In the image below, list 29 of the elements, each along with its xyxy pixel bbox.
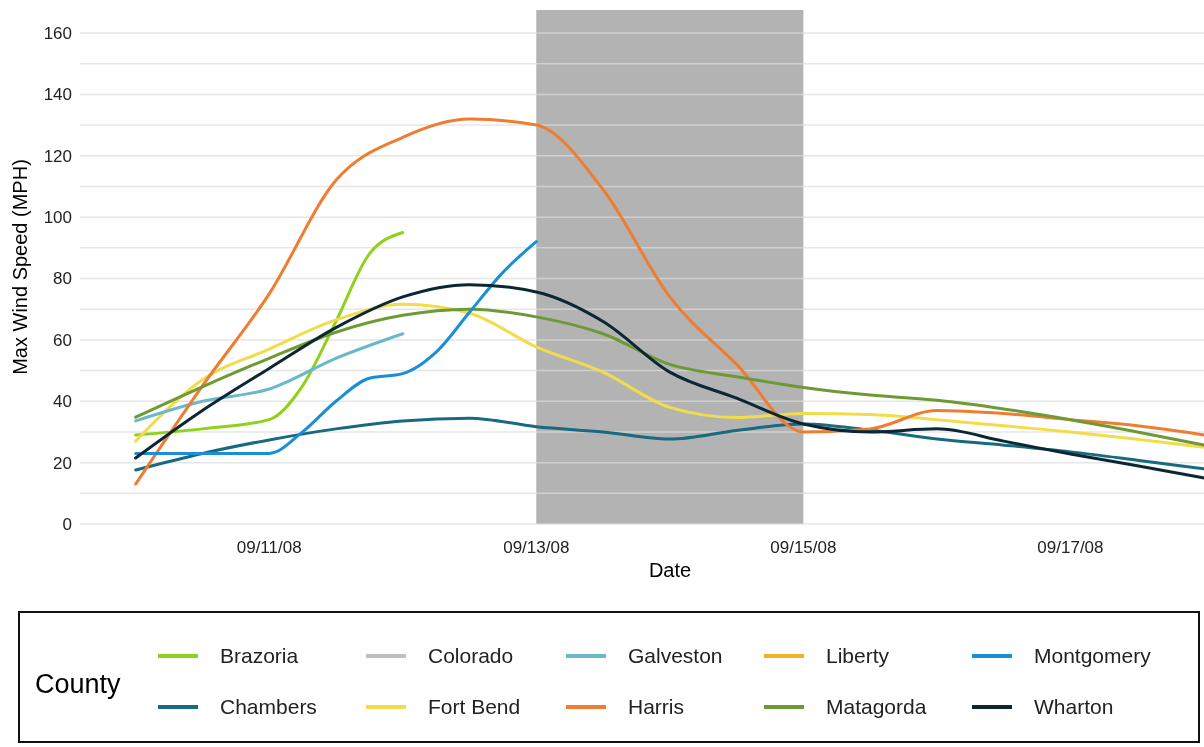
y-tick-label: 140 bbox=[43, 85, 72, 105]
legend-label: Brazoria bbox=[220, 644, 299, 668]
x-tick-label: 09/13/08 bbox=[503, 537, 570, 557]
x-axis-title: Date bbox=[648, 559, 692, 581]
y-tick-label: 120 bbox=[43, 146, 72, 166]
line-series bbox=[134, 283, 1204, 480]
legend-label: Wharton bbox=[1034, 695, 1114, 719]
legend-label: Montgomery bbox=[1034, 644, 1152, 668]
legend-label: Harris bbox=[628, 695, 684, 719]
legend-label: Matagorda bbox=[826, 695, 927, 719]
line-series bbox=[134, 332, 405, 423]
y-axis-title: Max Wind Speed (MPH) bbox=[9, 159, 31, 375]
x-tick-label: 09/15/08 bbox=[770, 537, 837, 557]
y-tick-label: 0 bbox=[62, 514, 72, 534]
y-tick-label: 80 bbox=[53, 269, 72, 289]
legend-label: Fort Bend bbox=[428, 695, 521, 719]
y-tick-label: 100 bbox=[43, 208, 72, 228]
x-tick-label: 09/11/08 bbox=[236, 537, 302, 557]
legend-title: County bbox=[35, 669, 122, 699]
x-tick-label: 09/17/08 bbox=[1037, 537, 1104, 557]
line-series bbox=[134, 117, 1204, 486]
legend-label: Chambers bbox=[220, 695, 317, 719]
legend-label: Galveston bbox=[628, 644, 723, 668]
legend-label: Colorado bbox=[428, 644, 514, 668]
y-tick-label: 160 bbox=[43, 23, 72, 43]
y-tick-label: 20 bbox=[53, 453, 72, 473]
y-tick-label: 60 bbox=[53, 330, 72, 350]
y-tick-label: 40 bbox=[53, 392, 72, 412]
legend-label: Liberty bbox=[826, 644, 890, 668]
